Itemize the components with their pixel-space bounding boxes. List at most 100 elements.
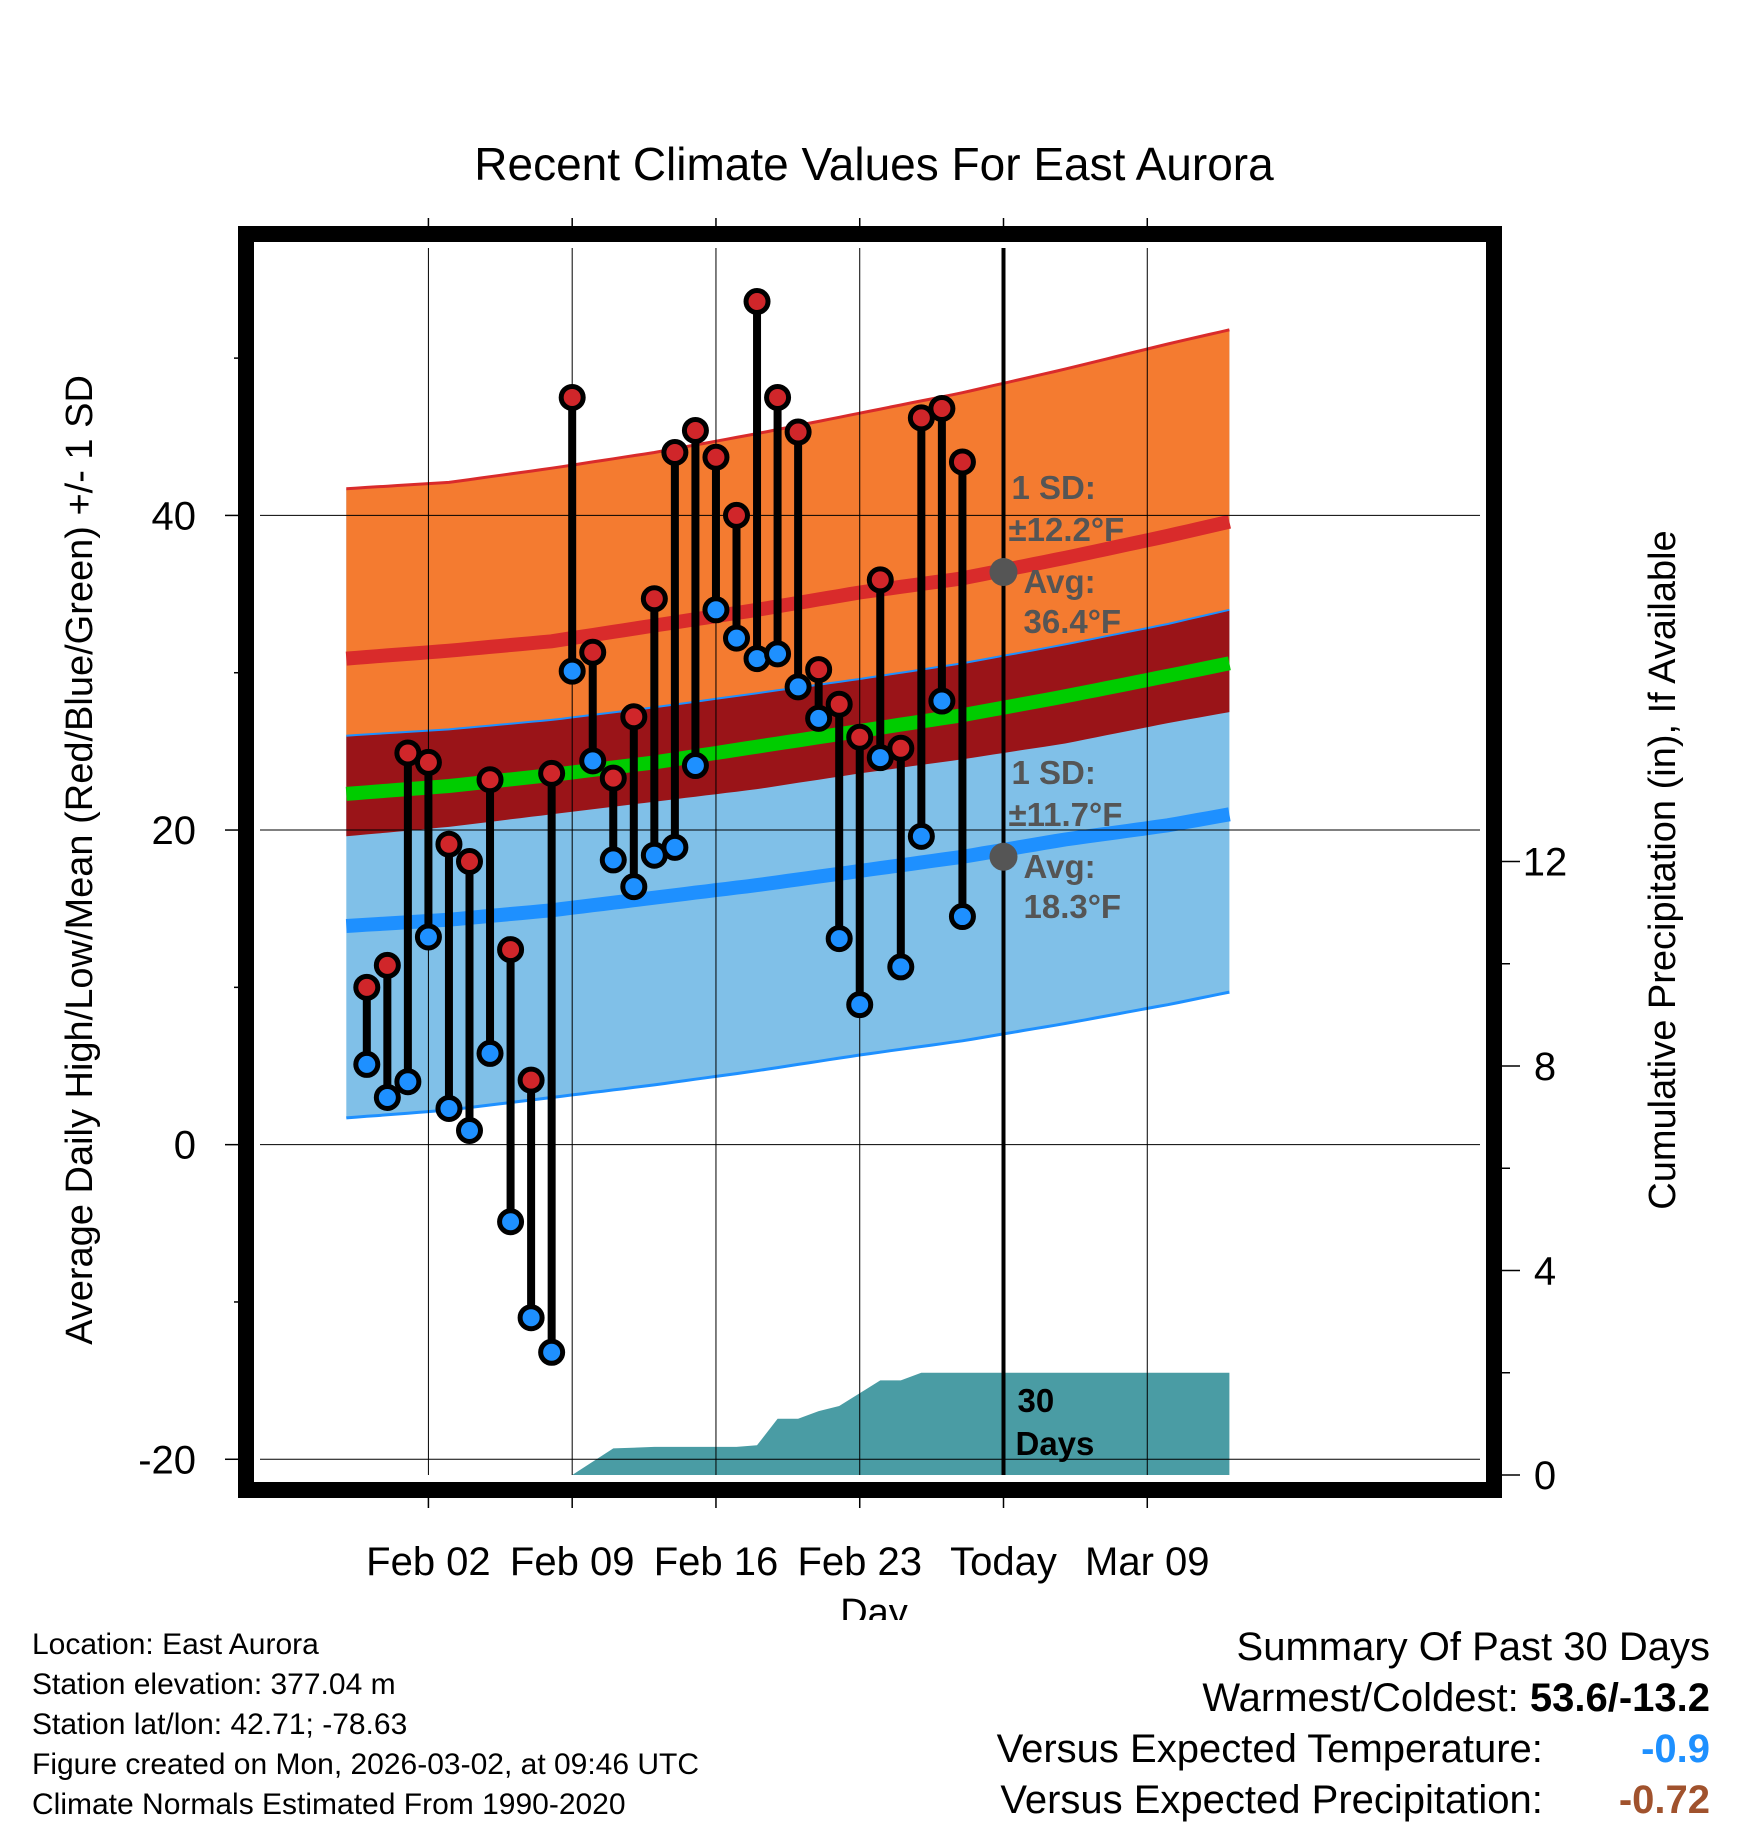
- x-tick-label: Today: [950, 1540, 1057, 1584]
- high-point: [948, 448, 976, 476]
- axes: -20 0 20 40 0 4 8 12 Feb 02 Feb 09 Feb 16 Feb 23 Tod…: [138, 226, 1567, 1584]
- summary-precip-row: Versus Expected Precipitation: -0.72: [997, 1775, 1710, 1826]
- warmest-value: 53.6/-13.2: [1529, 1676, 1710, 1720]
- y-axis-label: Average Daily High/Low/Mean (Red/Blue/Gr…: [59, 375, 101, 1345]
- high-sd-label: 1 SD:: [1012, 469, 1096, 506]
- low-point: [805, 704, 833, 732]
- low-avg-marker: [989, 842, 1018, 871]
- low-point: [373, 1083, 401, 1111]
- low-point: [353, 1050, 381, 1078]
- chart-title: Recent Climate Values For East Aurora: [474, 138, 1274, 190]
- low-avg-value: 18.3°F: [1024, 888, 1122, 925]
- low-point: [517, 1304, 545, 1332]
- low-point: [435, 1094, 463, 1122]
- y-tick-label: 20: [152, 809, 197, 853]
- high-point: [846, 723, 874, 751]
- low-point: [907, 822, 935, 850]
- days-label-text: Days: [1016, 1425, 1095, 1462]
- low-point: [825, 925, 853, 953]
- y2-tick-label: 4: [1534, 1250, 1556, 1294]
- plot-frame: [238, 226, 1502, 1498]
- high-point: [455, 848, 483, 875]
- high-point: [373, 951, 401, 979]
- summary-warmest-row: Warmest/Coldest: 53.6/-13.2: [997, 1673, 1710, 1724]
- days-label-number: 30: [1018, 1382, 1055, 1419]
- climate-chart: Recent Climate Values For East Aurora 1 …: [59, 138, 1684, 1620]
- precip-area: [572, 1372, 1230, 1475]
- high-point: [353, 973, 381, 1001]
- low-point: [579, 747, 607, 775]
- high-point: [681, 416, 709, 444]
- low-point: [948, 903, 976, 931]
- x-tick-label: Mar 09: [1085, 1540, 1210, 1584]
- low-point: [784, 673, 812, 701]
- temp-label: Versus Expected Temperature:: [996, 1727, 1543, 1771]
- high-normal-line: [345, 514, 1232, 666]
- y-tick-label: 0: [174, 1124, 196, 1168]
- location-text: Location: East Aurora: [32, 1628, 319, 1661]
- precip-label: Versus Expected Precipitation:: [1000, 1778, 1543, 1822]
- x-tick-label: Feb 02: [366, 1540, 491, 1584]
- high-point: [743, 287, 771, 315]
- low-point: [887, 953, 915, 981]
- y2-tick-label: 0: [1534, 1454, 1556, 1498]
- high-point: [764, 383, 792, 411]
- high-point: [538, 759, 566, 787]
- low-point: [681, 752, 709, 780]
- high-avg-marker: [989, 558, 1018, 587]
- low-point: [846, 991, 874, 1019]
- daily-range-bars: [353, 287, 976, 1366]
- low-lower-edge: [346, 990, 1230, 1120]
- temp-value: -0.9: [1641, 1727, 1710, 1771]
- low-point: [558, 657, 586, 685]
- low-point: [394, 1068, 422, 1096]
- low-sd-value: ±11.7°F: [1009, 796, 1123, 833]
- summary-panel: Summary Of Past 30 Days Warmest/Coldest:…: [997, 1622, 1710, 1826]
- low-point: [414, 923, 442, 951]
- high-point: [476, 766, 504, 794]
- warmest-label: Warmest/Coldest:: [1202, 1676, 1519, 1720]
- x-axis-label: Day: [840, 1592, 908, 1620]
- high-point: [435, 830, 463, 858]
- normals-text: Climate Normals Estimated From 1990-2020: [32, 1788, 626, 1821]
- high-point: [620, 703, 648, 731]
- x-tick-label: Feb 16: [654, 1540, 779, 1584]
- low-point: [476, 1039, 504, 1067]
- high-point: [825, 690, 853, 718]
- low-point: [764, 640, 792, 668]
- low-point: [538, 1338, 566, 1366]
- high-point: [887, 734, 915, 762]
- high-point: [517, 1066, 545, 1094]
- high-avg-label: Avg:: [1024, 563, 1096, 600]
- high-point: [558, 383, 586, 411]
- low-point: [455, 1116, 483, 1144]
- station-info: Location: East Aurora Station elevation:…: [32, 1625, 699, 1825]
- low-point: [702, 596, 730, 624]
- summary-title: Summary Of Past 30 Days: [1236, 1625, 1710, 1669]
- high-point: [579, 638, 607, 666]
- low-sd-label: 1 SD:: [1012, 754, 1096, 791]
- high-sd-value: ±12.2°F: [1009, 511, 1125, 548]
- low-point: [497, 1208, 525, 1236]
- x-tick-label: Feb 23: [797, 1540, 922, 1584]
- high-point: [702, 443, 730, 471]
- low-point: [928, 687, 956, 715]
- x-tick-label: Feb 09: [510, 1540, 635, 1584]
- high-point: [722, 501, 750, 529]
- y2-axis-label: Cumulative Precipitation (in), If Availa…: [1642, 530, 1684, 1209]
- precipitation-area: [572, 1372, 1230, 1475]
- summary-temp-row: Versus Expected Temperature: -0.9: [997, 1724, 1710, 1775]
- high-point: [599, 764, 627, 792]
- latlon-text: Station lat/lon: 42.71; -78.63: [32, 1708, 408, 1741]
- y2-tick-label: 8: [1534, 1045, 1556, 1089]
- low-point: [661, 833, 689, 861]
- low-point: [722, 624, 750, 652]
- y-tick-label: 40: [152, 494, 197, 538]
- high-point: [497, 936, 525, 964]
- elevation-text: Station elevation: 377.04 m: [32, 1668, 396, 1701]
- high-point: [784, 418, 812, 446]
- high-point: [414, 748, 442, 776]
- low-point: [620, 873, 648, 901]
- created-text: Figure created on Mon, 2026-03-02, at 09…: [32, 1748, 700, 1781]
